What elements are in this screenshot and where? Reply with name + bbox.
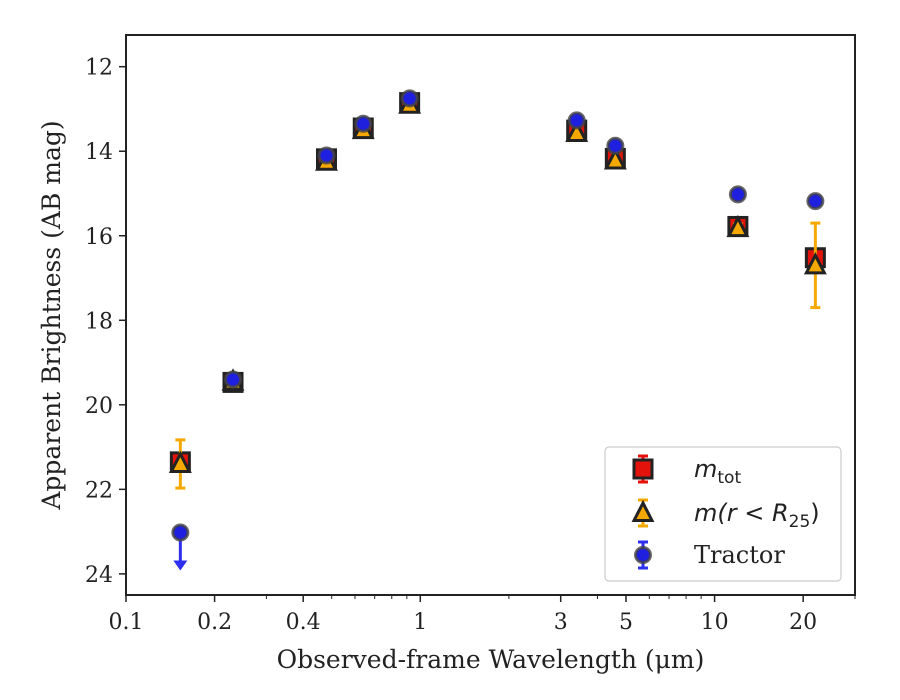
marker [317,146,336,165]
data-point [317,146,336,165]
upper-limit-arrow-head [173,560,188,571]
series-mtot [169,92,826,473]
marker [603,147,627,170]
circle-marker [224,370,243,389]
marker [565,119,589,143]
circle-marker [317,146,336,165]
y-tick-label: 20 [85,394,113,419]
marker [567,111,586,130]
data-point [803,221,827,310]
data-point [224,370,243,389]
legend: mtot m(r < R25) Tractor [604,446,842,582]
circle-marker [806,192,825,211]
data-point [806,192,825,211]
marker [806,192,825,211]
data-point [400,89,419,108]
data-point [565,119,589,143]
data-point [606,136,625,155]
marker [726,214,750,238]
data-point [567,111,586,130]
x-tick-label: 3 [554,610,568,635]
data-point [171,523,190,571]
y-tick-label: 14 [85,140,113,165]
circle-marker [567,111,586,130]
x-tick-label: 0.4 [286,610,321,635]
legend-label: mtot [694,455,741,488]
data-point [603,147,627,170]
circle-marker [400,89,419,108]
legend-label: m(r < R25) [694,499,820,532]
marks-layer [168,89,827,571]
legend-marker [631,499,655,522]
marker [803,252,827,275]
circle-marker [728,185,747,204]
data-point [354,114,373,133]
data-point [726,214,750,238]
circle-marker [634,546,652,564]
x-axis-label: Observed-frame Wavelength (μm) [277,645,705,674]
square-marker [632,458,654,480]
marker [606,136,625,155]
y-tick-label: 18 [85,309,113,334]
x-tick-label: 0.2 [197,610,232,635]
series-tractor [171,89,825,571]
x-tick-label: 20 [789,610,817,635]
legend-marker [634,546,652,564]
triangle-marker [803,252,827,275]
x-tick-label: 10 [701,610,729,635]
marker [728,185,747,204]
circle-marker [606,136,625,155]
triangle-marker [726,214,750,238]
triangle-marker [603,147,627,170]
marker [354,114,373,133]
legend-item-tractor: Tractor [634,540,785,570]
y-tick-label: 12 [85,56,113,81]
marker [224,370,243,389]
legend-marker [632,458,654,480]
marker [400,89,419,108]
y-tick-label: 16 [85,225,113,250]
ticks-layer: 0.1 0.2 0.4 1 3 5 10 20 12 14 16 18 20 22 24 [85,56,856,635]
x-tick-label: 5 [619,610,633,635]
circle-marker [354,114,373,133]
circle-marker [171,523,190,542]
x-tick-label: 0.1 [109,610,144,635]
triangle-marker [168,450,192,473]
x-tick-label: 1 [413,610,427,635]
plot-frame [125,34,856,596]
legend-label: Tractor [694,541,785,569]
legend-item-mtot: mtot [632,454,741,488]
marker [171,523,190,542]
legend-item-mr25: m(r < R25) [631,498,820,532]
series-mr25 [168,91,827,490]
y-tick-label: 24 [85,563,113,588]
triangle-marker [565,119,589,143]
data-point [168,438,192,490]
y-tick-label: 22 [85,478,113,503]
legend-box [604,446,842,582]
data-point [728,185,747,204]
marker [168,450,192,473]
triangle-marker [631,499,655,522]
y-axis-label: Apparent Brightness (AB mag) [37,120,66,510]
